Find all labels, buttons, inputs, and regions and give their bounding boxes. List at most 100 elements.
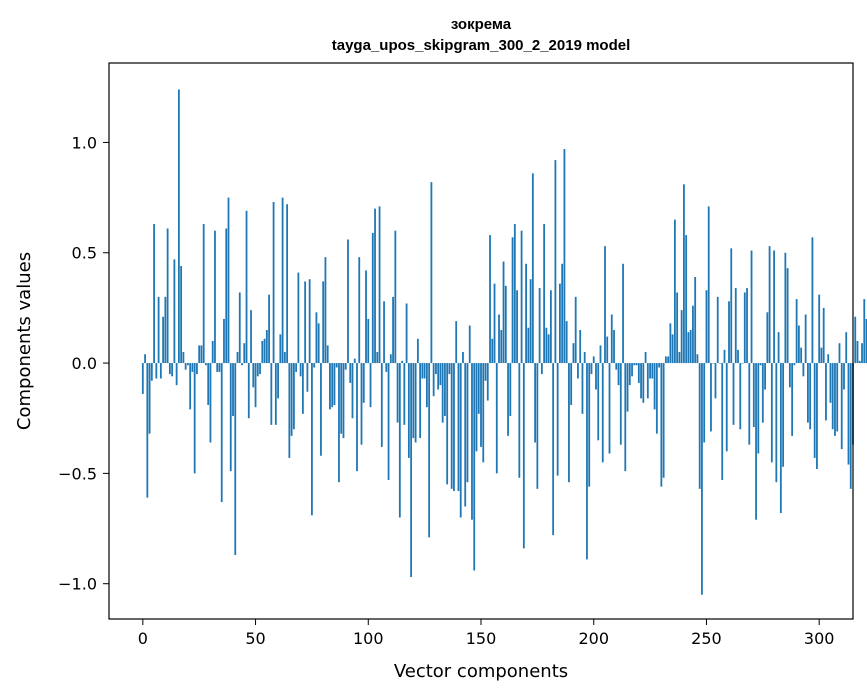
bar-146 <box>471 363 473 520</box>
bar-18 <box>182 352 185 364</box>
bar-248 <box>701 363 703 595</box>
bar-212 <box>619 363 622 445</box>
bar-300 <box>818 294 821 364</box>
bar-17 <box>180 265 183 364</box>
bar-273 <box>757 363 760 454</box>
bar-58 <box>272 202 275 364</box>
bar-245 <box>694 277 697 364</box>
bar-271 <box>752 363 755 428</box>
bar-202 <box>597 363 600 441</box>
bar-98 <box>362 363 365 403</box>
bar-119 <box>410 363 413 578</box>
bar-183 <box>554 160 557 364</box>
bar-139 <box>455 321 458 364</box>
bar-24 <box>196 363 198 375</box>
bar-42 <box>236 352 239 364</box>
bar-233 <box>667 356 670 364</box>
bar-295 <box>807 363 809 423</box>
bar-254 <box>714 363 717 399</box>
bar-62 <box>281 197 284 364</box>
bar-3 <box>148 363 151 434</box>
bar-149 <box>477 363 480 414</box>
bar-159 <box>500 329 503 364</box>
bar-247 <box>698 363 701 489</box>
bar-143 <box>464 363 467 507</box>
bar-148 <box>475 363 478 452</box>
bar-194 <box>579 329 582 364</box>
bar-105 <box>378 206 381 364</box>
bar-136 <box>448 363 451 375</box>
bar-172 <box>529 279 532 364</box>
bar-135 <box>446 363 449 485</box>
bar-305 <box>829 363 832 403</box>
bar-40 <box>232 363 234 417</box>
bar-52 <box>259 363 261 375</box>
bar-29 <box>207 363 210 405</box>
bar-78 <box>317 323 320 364</box>
bar-260 <box>728 301 730 364</box>
plot-frame <box>108 62 854 620</box>
bar-176 <box>538 288 541 364</box>
bar-219 <box>635 363 638 366</box>
bar-209 <box>613 329 615 364</box>
bar-196 <box>583 352 586 364</box>
x-tick-label: 0 <box>138 629 148 648</box>
bar-107 <box>383 301 385 364</box>
bar-22 <box>191 363 194 372</box>
bar-308 <box>836 363 839 432</box>
bar-112 <box>394 230 397 364</box>
bar-6 <box>155 363 158 379</box>
bar-246 <box>696 354 699 364</box>
bar-158 <box>498 314 500 364</box>
bar-191 <box>572 343 575 364</box>
bar-283 <box>779 363 782 514</box>
bar-73 <box>306 363 309 392</box>
bar-14 <box>173 259 176 364</box>
bar-317 <box>856 341 859 364</box>
bar-193 <box>577 363 579 379</box>
bar-43 <box>238 292 241 364</box>
bar-171 <box>527 327 530 364</box>
bar-133 <box>441 363 444 423</box>
bar-213 <box>622 263 624 364</box>
bar-243 <box>689 329 692 364</box>
bar-277 <box>766 312 769 364</box>
bar-147 <box>473 363 476 571</box>
bar-285 <box>784 252 787 364</box>
bar-232 <box>664 356 667 364</box>
bar-175 <box>536 363 539 489</box>
bar-259 <box>725 363 728 452</box>
bar-129 <box>432 363 435 397</box>
bar-221 <box>640 363 642 399</box>
bar-12 <box>168 363 171 375</box>
bar-256 <box>719 363 721 364</box>
bar-208 <box>610 314 613 364</box>
bar-309 <box>838 343 841 364</box>
bar-215 <box>626 363 629 412</box>
bar-155 <box>491 338 494 364</box>
bar-117 <box>405 303 408 364</box>
bar-231 <box>662 363 665 478</box>
bar-157 <box>495 363 498 474</box>
bar-49 <box>252 363 255 388</box>
bar-41 <box>234 363 237 556</box>
bar-138 <box>453 363 455 492</box>
bar-220 <box>637 363 640 383</box>
bar-108 <box>385 363 388 372</box>
bar-137 <box>450 363 453 489</box>
bar-27 <box>202 224 205 364</box>
bar-304 <box>827 354 830 364</box>
bar-125 <box>423 363 426 379</box>
bar-276 <box>764 363 766 390</box>
bar-200 <box>592 356 595 364</box>
bar-94 <box>353 358 356 364</box>
bar-156 <box>493 283 496 364</box>
bar-205 <box>604 246 606 364</box>
bar-291 <box>797 325 800 364</box>
bar-281 <box>775 363 778 483</box>
bar-184 <box>556 363 559 476</box>
bar-37 <box>225 228 228 364</box>
bar-84 <box>331 363 334 408</box>
bar-100 <box>367 318 370 364</box>
bar-169 <box>522 363 525 549</box>
